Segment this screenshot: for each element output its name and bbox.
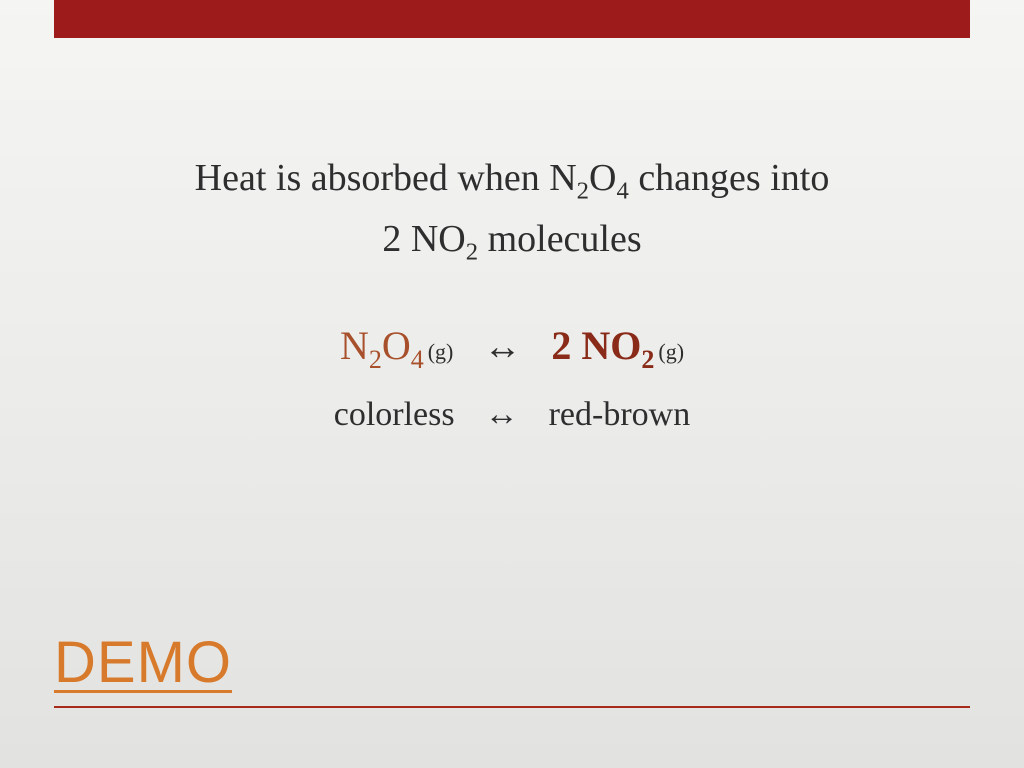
text-fragment: molecules bbox=[478, 218, 642, 260]
subscript: 4 bbox=[411, 345, 424, 374]
demo-title: DEMO bbox=[54, 629, 970, 696]
subscript: 2 bbox=[641, 345, 654, 374]
product-state: (g) bbox=[658, 339, 684, 365]
text-fragment: N bbox=[340, 323, 369, 368]
text-fragment: O bbox=[589, 157, 616, 199]
heading-line-2: 2 NO2 molecules bbox=[0, 211, 1024, 268]
subscript: 2 bbox=[369, 345, 382, 374]
text-fragment: O bbox=[382, 323, 411, 368]
subscript: 4 bbox=[616, 178, 628, 205]
reactant-state: (g) bbox=[428, 339, 454, 365]
product-formula: 2 NO2 bbox=[551, 322, 654, 369]
accent-top-bar bbox=[54, 0, 970, 38]
subscript: 2 bbox=[466, 239, 478, 266]
equilibrium-arrow-icon: ↔ bbox=[485, 395, 519, 434]
color-description-row: colorless ↔ red-brown bbox=[0, 395, 1024, 434]
subscript: 2 bbox=[577, 178, 589, 205]
divider-line bbox=[54, 706, 970, 708]
text-fragment: changes into bbox=[629, 157, 830, 199]
equation-row: N2O4 (g) ↔ 2 NO2 (g) bbox=[0, 322, 1024, 369]
reactant-formula: N2O4 bbox=[340, 322, 424, 369]
text-fragment: 2 NO bbox=[551, 323, 641, 368]
slide-footer: DEMO bbox=[54, 629, 970, 708]
heading-line-1: Heat is absorbed when N2O4 changes into bbox=[0, 150, 1024, 207]
text-fragment: Heat is absorbed when N bbox=[195, 157, 577, 199]
text-fragment: 2 NO bbox=[382, 218, 465, 260]
reactant-color-label: colorless bbox=[334, 396, 455, 434]
product-color-label: red-brown bbox=[549, 396, 691, 434]
slide-body: Heat is absorbed when N2O4 changes into … bbox=[0, 150, 1024, 434]
equilibrium-arrow-icon: ↔ bbox=[483, 326, 521, 369]
